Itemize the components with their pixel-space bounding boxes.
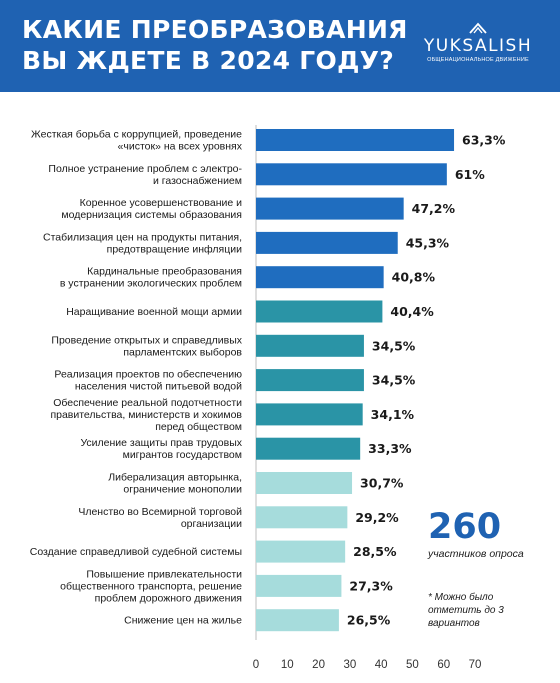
value-label-15: 26,5% [347,613,391,628]
bar-10 [256,437,361,460]
logo-subtitle: Общенациональное движение [427,57,529,63]
yuksalish-logo: YUKSALISH Общенациональное движение [418,22,538,64]
category-label-5: Кардинальные преобразования в устранении … [60,266,242,290]
x-tick-20: 20 [312,659,325,671]
value-label-4: 45,3% [406,235,450,250]
respondents-label: участников опроса [428,548,524,560]
footnote: * Можно было отметить до 3 вариантов [428,592,504,629]
x-tick-30: 30 [343,659,356,671]
category-label-6: Наращивание военной мощи армии [66,306,242,318]
category-label-13: Создание справедливой судебной системы [30,546,242,558]
bar-8 [256,369,364,392]
bar-2 [256,163,447,186]
respondents-stat: 260 участников опроса [428,508,548,560]
value-label-2: 61% [455,167,485,182]
logo-mark-icon [469,22,487,34]
value-label-1: 63,3% [462,133,506,148]
x-tick-70: 70 [469,659,482,671]
bar-5 [256,266,384,289]
bar-1 [256,129,455,151]
value-label-13: 28,5% [353,544,397,559]
category-label-15: Снижение цен на жилье [124,615,242,627]
x-tick-50: 50 [406,659,419,671]
bar-4 [256,231,398,254]
category-label-7: Проведение открытых и справедливых парлам… [51,334,242,358]
title-line-2: ВЫ ЖДЕТЕ В 2024 ГОДУ? [22,46,395,75]
page-title: КАКИЕ ПРЕОБРАЗОВАНИЯ ВЫ ЖДЕТЕ В 2024 ГОД… [22,14,408,76]
category-label-12: Членство во Всемирной торговой организаци… [78,506,242,530]
value-label-8: 34,5% [372,373,416,388]
category-label-2: Полное устранение проблем с электро-и га… [48,163,242,187]
value-label-9: 34,1% [371,407,415,422]
title-line-1: КАКИЕ ПРЕОБРАЗОВАНИЯ [22,15,408,44]
bar-12 [256,506,348,529]
bar-13 [256,540,346,563]
category-label-14: Повышение привлекательности общественного… [60,568,242,604]
logo-name: YUKSALISH [423,36,533,56]
bar-6 [256,300,383,323]
value-label-10: 33,3% [368,441,412,456]
bar-3 [256,197,404,220]
x-tick-10: 10 [281,659,294,671]
category-label-10: Усиление защиты прав трудовых мигрантов г… [80,437,242,461]
bar-7 [256,334,364,357]
respondents-count: 260 [428,507,502,547]
value-label-3: 47,2% [412,201,456,216]
value-label-11: 30,7% [360,476,404,491]
category-label-1: Жесткая борьба с коррупцией, проведение «… [31,129,243,153]
x-tick-0: 0 [253,659,259,671]
category-label-8: Реализация проектов по обеспечению населе… [54,369,242,393]
value-label-14: 27,3% [349,578,393,593]
category-label-9: Обеспечение реальной подотчетности правит… [50,397,242,433]
value-label-7: 34,5% [372,338,416,353]
category-label-4: Стабилизация цен на продукты питания, пре… [43,231,242,255]
bar-15 [256,609,339,632]
x-tick-60: 60 [437,659,450,671]
value-label-6: 40,4% [390,304,434,319]
value-label-12: 29,2% [355,510,399,525]
header-banner: КАКИЕ ПРЕОБРАЗОВАНИЯ ВЫ ЖДЕТЕ В 2024 ГОД… [0,0,560,92]
category-label-11: Либерализация авторынка, ограничение моно… [108,472,242,496]
bar-9 [256,403,363,426]
category-label-3: Коренное усовершенствование и модернизаци… [61,197,242,221]
bar-11 [256,472,353,494]
x-tick-40: 40 [375,659,388,671]
bar-14 [256,574,342,597]
value-label-5: 40,8% [392,270,436,285]
